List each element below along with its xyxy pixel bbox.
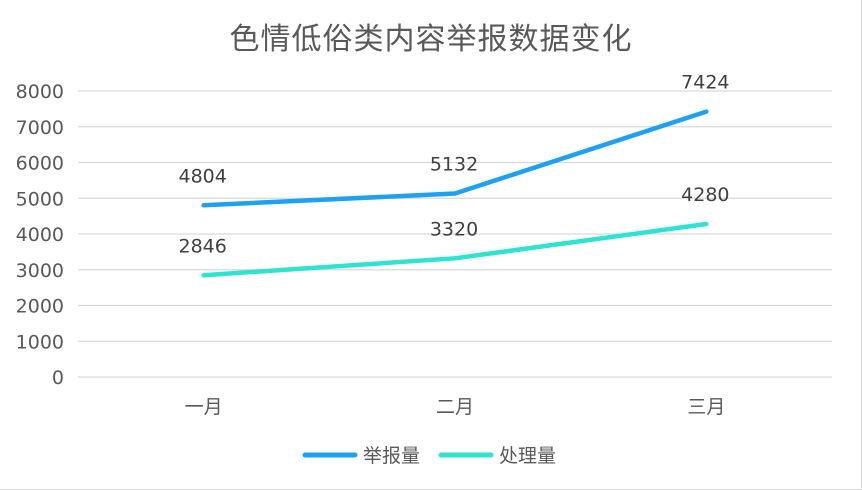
data-label: 2846 [178,235,226,257]
y-tick-label: 4000 [16,224,64,246]
legend: 举报量 处理量 [302,445,556,467]
y-tick-label: 6000 [16,153,64,175]
data-label: 4804 [178,165,226,187]
grid-lines [78,90,832,378]
series-line-1 [201,109,709,208]
data-labels: 4804 5132 7424 2846 3320 4280 [178,72,729,258]
y-tick-label: 0 [52,367,64,389]
data-label: 3320 [430,218,478,240]
x-category-label: 三月 [687,396,725,418]
data-label: 4280 [681,184,729,206]
y-tick-label: 5000 [16,188,64,210]
data-label: 7424 [681,72,729,94]
x-category-label: 二月 [436,396,474,418]
chart-title: 色情低俗类内容举报数据变化 [229,22,633,57]
y-tick-label: 1000 [16,331,64,353]
y-tick-label: 7000 [16,117,64,139]
data-label: 5132 [430,154,478,176]
axis-labels: 0 1000 2000 3000 4000 5000 6000 7000 8000 一月 二月 三月 [16,81,726,418]
series-line-2 [201,221,709,278]
x-category-label: 一月 [185,396,223,418]
y-tick-label: 3000 [16,260,64,282]
legend-label: 处理量 [499,445,556,467]
y-tick-label: 8000 [16,81,64,103]
y-tick-label: 2000 [16,296,64,318]
series-lines [201,109,709,278]
legend-label: 举报量 [363,445,420,467]
